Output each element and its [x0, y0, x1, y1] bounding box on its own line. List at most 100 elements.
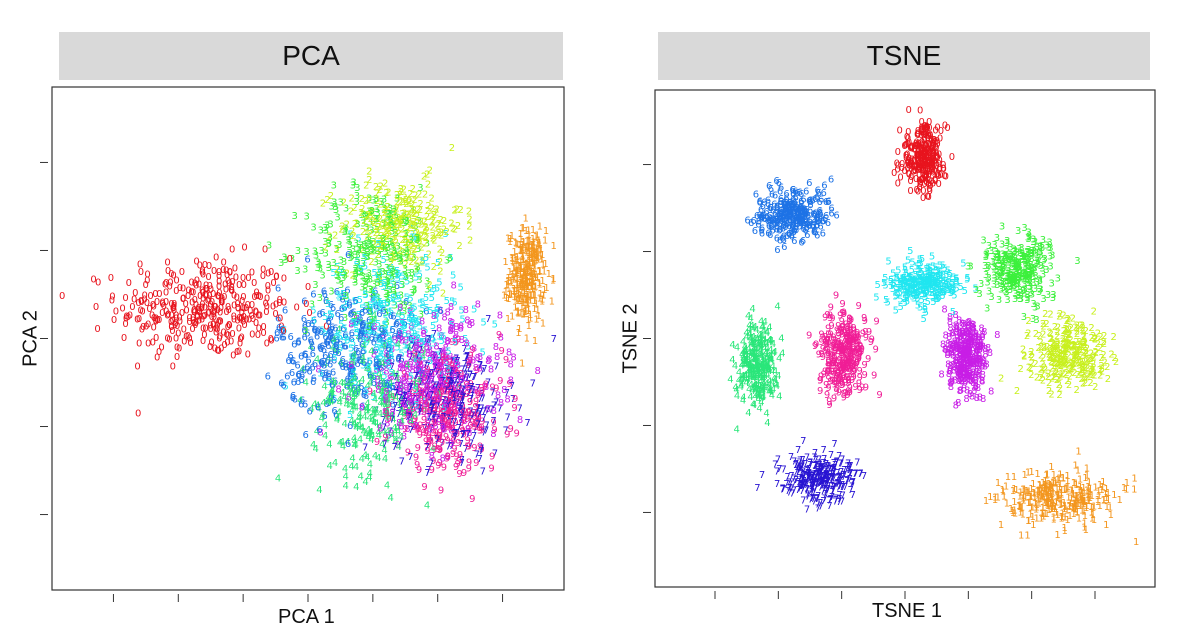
point-label-5: 5 [322, 312, 328, 323]
point-label-2: 2 [409, 253, 415, 264]
point-label-8: 8 [444, 336, 450, 347]
point-label-4: 4 [351, 434, 357, 445]
point-label-0: 0 [135, 298, 141, 309]
point-label-5: 5 [429, 293, 435, 304]
point-label-9: 9 [478, 383, 484, 394]
point-label-5: 5 [386, 361, 392, 372]
point-label-5: 5 [418, 367, 424, 378]
point-label-4: 4 [329, 377, 335, 388]
point-label-8: 8 [510, 353, 516, 364]
point-label-8: 8 [418, 407, 424, 418]
point-label-7: 7 [551, 334, 557, 345]
point-label-3: 3 [331, 198, 337, 209]
point-label-9: 9 [407, 419, 413, 430]
point-label-3: 3 [367, 275, 373, 286]
point-label-5: 5 [369, 323, 375, 334]
point-label-3: 3 [386, 237, 392, 248]
point-label-1: 1 [515, 328, 521, 339]
point-label-5: 5 [417, 353, 423, 364]
point-label-1: 1 [533, 244, 539, 255]
point-label-9: 9 [441, 421, 447, 432]
point-label-8: 8 [407, 363, 413, 374]
point-label-1: 1 [519, 302, 525, 313]
point-label-0: 0 [192, 308, 198, 319]
point-label-1: 1 [1022, 470, 1028, 481]
point-label-2: 2 [411, 195, 417, 206]
point-label-2: 2 [415, 234, 421, 245]
point-label-1: 1 [525, 299, 531, 310]
point-label-7: 7 [470, 385, 476, 396]
point-label-2: 2 [1092, 382, 1098, 393]
point-label-1: 1 [508, 278, 514, 289]
point-label-9: 9 [411, 377, 417, 388]
point-label-0: 0 [179, 267, 185, 278]
point-label-2: 2 [404, 237, 410, 248]
point-label-7: 7 [399, 457, 405, 468]
point-label-3: 3 [391, 246, 397, 257]
point-label-1: 1 [521, 238, 527, 249]
point-label-7: 7 [424, 375, 430, 386]
point-label-2: 2 [438, 231, 444, 242]
point-label-3: 3 [383, 307, 389, 318]
point-label-2: 2 [341, 198, 347, 209]
point-label-1: 1 [530, 290, 536, 301]
point-label-1: 1 [522, 303, 528, 314]
point-label-9: 9 [438, 373, 444, 384]
point-label-9: 9 [453, 390, 459, 401]
point-label-2: 2 [450, 224, 456, 235]
point-label-7: 7 [417, 345, 423, 356]
point-label-0: 0 [246, 314, 252, 325]
point-label-2: 2 [414, 218, 420, 229]
point-label-1: 1 [524, 298, 530, 309]
point-label-6: 6 [305, 319, 311, 330]
point-label-5: 5 [378, 338, 384, 349]
point-label-4: 4 [359, 422, 365, 433]
point-label-0: 0 [213, 328, 219, 339]
point-label-0: 0 [131, 294, 137, 305]
point-label-0: 0 [281, 298, 287, 309]
point-label-0: 0 [180, 284, 186, 295]
point-label-9: 9 [415, 400, 421, 411]
point-label-7: 7 [446, 384, 452, 395]
point-label-4: 4 [377, 409, 383, 420]
point-label-0: 0 [172, 320, 178, 331]
point-label-8: 8 [408, 322, 414, 333]
point-label-8: 8 [498, 332, 504, 343]
point-label-6: 6 [324, 356, 330, 367]
point-label-8: 8 [448, 426, 454, 437]
point-label-6: 6 [429, 334, 435, 345]
point-label-3: 3 [376, 234, 382, 245]
point-label-1: 1 [523, 268, 529, 279]
point-label-6: 6 [314, 331, 320, 342]
point-label-7: 7 [754, 483, 760, 494]
point-label-7: 7 [459, 384, 465, 395]
point-label-9: 9 [417, 421, 423, 432]
point-label-3: 3 [360, 276, 366, 287]
point-label-1: 1 [523, 272, 529, 283]
point-label-1: 1 [530, 238, 536, 249]
point-label-9: 9 [467, 421, 473, 432]
point-label-3: 3 [366, 240, 372, 251]
point-label-5: 5 [409, 310, 415, 321]
point-label-0: 0 [213, 324, 219, 335]
point-label-5: 5 [400, 320, 406, 331]
point-label-2: 2 [419, 231, 425, 242]
point-label-2: 2 [324, 195, 330, 206]
point-label-0: 0 [257, 311, 263, 322]
point-label-5: 5 [443, 229, 449, 240]
point-label-0: 0 [173, 334, 179, 345]
point-label-8: 8 [446, 399, 452, 410]
point-label-3: 3 [358, 240, 364, 251]
point-label-0: 0 [191, 307, 197, 318]
point-label-3: 3 [368, 285, 374, 296]
point-label-6: 6 [376, 309, 382, 320]
point-label-4: 4 [376, 430, 382, 441]
point-label-3: 3 [366, 235, 372, 246]
point-label-6: 6 [287, 351, 293, 362]
point-label-5: 5 [907, 246, 913, 257]
point-label-0: 0 [167, 281, 173, 292]
point-label-1: 1 [520, 280, 526, 291]
point-label-6: 6 [317, 343, 323, 354]
point-label-1: 1 [536, 238, 542, 249]
point-label-8: 8 [429, 451, 435, 462]
